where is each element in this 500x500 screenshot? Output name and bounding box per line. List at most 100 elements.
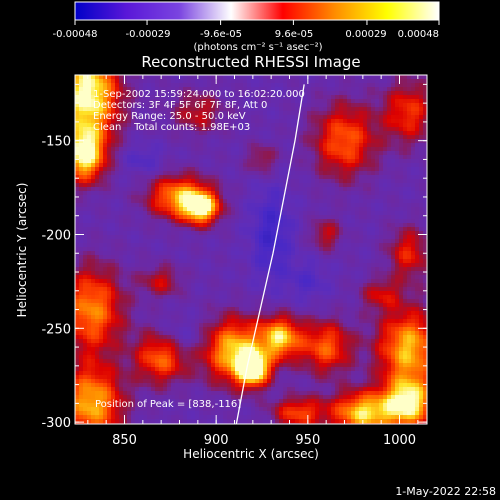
heatmap-cell <box>219 275 224 280</box>
heatmap-cell <box>375 75 380 80</box>
heatmap-cell <box>151 115 156 120</box>
heatmap-cell <box>111 295 116 300</box>
heatmap-cell <box>335 283 340 288</box>
heatmap-cell <box>391 235 396 240</box>
heatmap-cell <box>307 275 312 280</box>
heatmap-cell <box>243 219 248 224</box>
heatmap-cell <box>335 111 340 116</box>
heatmap-cell <box>159 287 164 292</box>
heatmap-cell <box>107 191 112 196</box>
heatmap-cell <box>375 291 380 296</box>
heatmap-cell <box>367 231 372 236</box>
heatmap-cell <box>119 279 124 284</box>
heatmap-cell <box>415 215 420 220</box>
heatmap-cell <box>159 207 164 212</box>
heatmap-cell <box>151 163 156 168</box>
heatmap-cell <box>199 119 204 124</box>
heatmap-cell <box>291 283 296 288</box>
heatmap-cell <box>103 291 108 296</box>
heatmap-cell <box>323 147 328 152</box>
heatmap-cell <box>195 271 200 276</box>
heatmap-cell <box>403 271 408 276</box>
heatmap-cell <box>367 267 372 272</box>
heatmap-cell <box>379 271 384 276</box>
heatmap-cell <box>211 155 216 160</box>
heatmap-cell <box>203 75 208 80</box>
heatmap-cell <box>311 163 316 168</box>
heatmap-cell <box>127 187 132 192</box>
heatmap-cell <box>211 255 216 260</box>
heatmap-cell <box>139 79 144 84</box>
heatmap-cell <box>223 175 228 180</box>
heatmap-cell <box>367 295 372 300</box>
heatmap-cell <box>239 255 244 260</box>
heatmap-cell <box>319 275 324 280</box>
heatmap-cell <box>355 295 360 300</box>
heatmap-cell <box>151 167 156 172</box>
heatmap-cell <box>119 119 124 124</box>
heatmap-cell <box>95 87 100 92</box>
heatmap-cell <box>115 227 120 232</box>
heatmap-cell <box>239 251 244 256</box>
heatmap-cell <box>223 187 228 192</box>
heatmap-cell <box>423 163 427 168</box>
heatmap-cell <box>211 195 216 200</box>
heatmap-cell <box>263 271 268 276</box>
heatmap-cell <box>179 179 184 184</box>
heatmap-cell <box>91 251 96 256</box>
heatmap-cell <box>139 147 144 152</box>
heatmap-cell <box>83 135 88 140</box>
heatmap-cell <box>319 227 324 232</box>
heatmap-cell <box>155 171 160 176</box>
heatmap-cell <box>111 215 116 220</box>
heatmap-cell <box>323 259 328 264</box>
heatmap-cell <box>111 91 116 96</box>
heatmap-cell <box>279 147 284 152</box>
heatmap-cell <box>83 235 88 240</box>
heatmap-cell <box>127 171 132 176</box>
heatmap-cell <box>147 91 152 96</box>
heatmap-cell <box>359 83 364 88</box>
heatmap-cell <box>191 287 196 292</box>
heatmap-cell <box>279 107 284 112</box>
heatmap-cell <box>275 299 280 304</box>
heatmap-cell <box>243 107 248 112</box>
heatmap-cell <box>191 87 196 92</box>
heatmap-cell <box>175 187 180 192</box>
heatmap-cell <box>183 107 188 112</box>
heatmap-cell <box>371 127 376 132</box>
heatmap-cell <box>155 127 160 132</box>
heatmap-cell <box>339 87 344 92</box>
heatmap-cell <box>383 103 388 108</box>
heatmap-cell <box>423 203 427 208</box>
heatmap-cell <box>251 243 256 248</box>
heatmap-cell <box>395 183 400 188</box>
heatmap-cell <box>247 291 252 296</box>
heatmap-cell <box>327 283 332 288</box>
heatmap-cell <box>223 251 228 256</box>
heatmap-cell <box>183 175 188 180</box>
heatmap-cell <box>387 251 392 256</box>
heatmap-cell <box>211 247 216 252</box>
heatmap-cell <box>299 251 304 256</box>
heatmap-cell <box>339 215 344 220</box>
heatmap-cell <box>399 143 404 148</box>
heatmap-cell <box>251 223 256 228</box>
heatmap-cell <box>119 263 124 268</box>
heatmap-cell <box>199 219 204 224</box>
heatmap-cell <box>231 103 236 108</box>
heatmap-cell <box>119 131 124 136</box>
heatmap-cell <box>339 143 344 148</box>
heatmap-cell <box>183 159 188 164</box>
heatmap-cell <box>303 259 308 264</box>
heatmap-cell <box>95 203 100 208</box>
heatmap-cell <box>239 291 244 296</box>
heatmap-cell <box>287 195 292 200</box>
heatmap-cell <box>311 211 316 216</box>
heatmap-cell <box>391 295 396 300</box>
heatmap-cell <box>239 203 244 208</box>
heatmap-cell <box>263 255 268 260</box>
heatmap-cell <box>339 283 344 288</box>
heatmap-cell <box>291 203 296 208</box>
heatmap-cell <box>183 127 188 132</box>
